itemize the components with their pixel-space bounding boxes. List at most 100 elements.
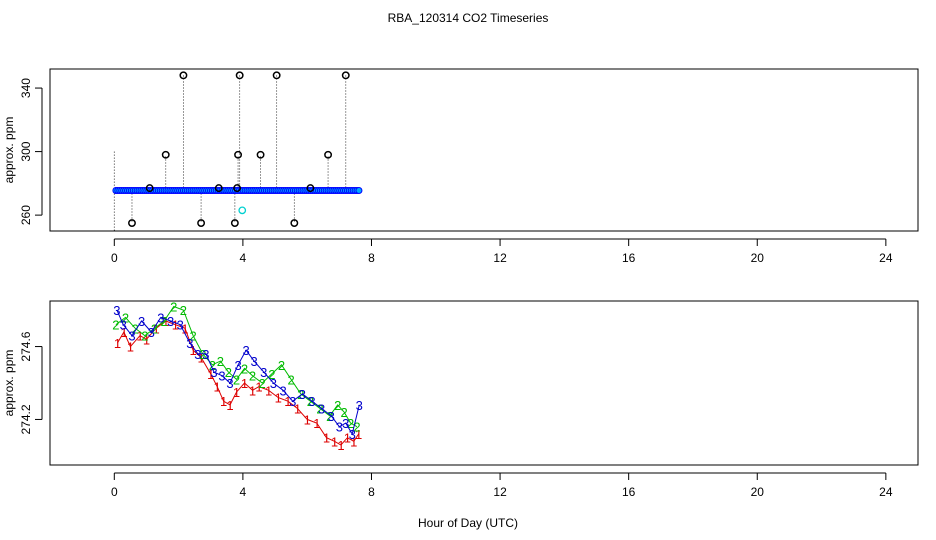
- x-tick-label: 4: [240, 485, 247, 499]
- series-marker: 3: [234, 358, 241, 373]
- series-line: [116, 309, 360, 436]
- series-marker: 3: [279, 383, 286, 398]
- series-marker: 2: [278, 358, 285, 373]
- series-marker: 3: [349, 427, 356, 442]
- x-axis-label: Hour of Day (UTC): [418, 516, 518, 530]
- series-marker: 3: [318, 402, 325, 417]
- series-marker: 3: [202, 347, 209, 362]
- series-marker: 2: [241, 361, 248, 376]
- series-marker: 2: [122, 310, 129, 325]
- series-marker: 1: [313, 416, 320, 431]
- series-marker: 1: [189, 343, 196, 358]
- series-marker: 1: [265, 383, 272, 398]
- x-axis: 0 4 8 12 16 20 24: [111, 472, 893, 499]
- series-marker: 3: [260, 365, 267, 380]
- top-panel: 0 4 8 12 16 20 24 260 300 340 approx. ppm: [2, 68, 919, 265]
- series-marker: 3: [342, 416, 349, 431]
- series-marker: 1: [323, 431, 330, 446]
- y-tick-label: 260: [19, 205, 33, 225]
- x-tick-label: 16: [622, 485, 636, 499]
- outlier-spikes: [113, 75, 347, 231]
- series-marker: 3: [289, 394, 296, 409]
- series-marker: 3: [194, 347, 201, 362]
- y-axis-label: approx. ppm: [2, 117, 16, 184]
- series-marker: 2: [217, 354, 224, 369]
- series-marker: 2: [151, 321, 158, 336]
- y-tick-label: 300: [19, 141, 33, 161]
- series-marker: 1: [127, 340, 134, 355]
- series-marker: 2: [287, 372, 294, 387]
- x-tick-label: 0: [111, 485, 118, 499]
- x-tick-label: 20: [751, 251, 765, 265]
- outlier-point: [233, 184, 242, 193]
- series-marker: 2: [233, 372, 240, 387]
- series-marker: 1: [172, 318, 179, 333]
- y-tick-label: 340: [19, 78, 33, 98]
- series-marker: 3: [299, 387, 306, 402]
- outlier-point: [306, 184, 315, 193]
- series-marker: 3: [336, 420, 343, 435]
- series-marker: 2: [307, 394, 314, 409]
- series-marker: 2: [141, 329, 148, 344]
- series-line: [115, 305, 358, 428]
- series-marker: 3: [226, 376, 233, 391]
- series-line: [117, 320, 360, 446]
- plot-frame: [49, 68, 919, 232]
- x-tick-label: 8: [368, 251, 375, 265]
- series-marker: 1: [350, 434, 357, 449]
- series-marker: 2: [225, 365, 232, 380]
- series-marker: 1: [143, 332, 150, 347]
- series-marker: 3: [113, 303, 120, 318]
- series-marker: 1: [275, 391, 282, 406]
- outlier-point: [197, 219, 206, 228]
- series-marker: 1: [233, 385, 240, 400]
- series-marker: 1: [241, 376, 248, 391]
- outlier-point: [230, 219, 239, 228]
- series-marker: 3: [218, 369, 225, 384]
- series-marker: 2: [209, 358, 216, 373]
- x-tick-label: 4: [240, 251, 247, 265]
- series-marker: 1: [197, 350, 204, 365]
- series-marker: 3: [242, 343, 249, 358]
- series-marker: 2: [112, 318, 119, 333]
- series-marker: 2: [199, 347, 206, 362]
- series-marker: 1: [304, 412, 311, 427]
- x-tick-label: 24: [879, 251, 893, 265]
- minor-point: [238, 206, 247, 215]
- outlier-point: [161, 150, 170, 159]
- series-marker: 3: [148, 325, 155, 340]
- series-marker: 2: [132, 321, 139, 336]
- series-marker: 1: [337, 438, 344, 453]
- outlier-point: [341, 71, 350, 80]
- outlier-point: [145, 184, 154, 193]
- series-marker: 3: [251, 354, 258, 369]
- y-tick-label: 274.6: [19, 331, 33, 361]
- outlier-point: [179, 71, 188, 80]
- series-marker: 1: [214, 380, 221, 395]
- series-marker: 3: [128, 329, 135, 344]
- baseline-point: [355, 187, 363, 194]
- x-tick-label: 12: [493, 485, 507, 499]
- series-marker: 2: [161, 314, 168, 329]
- series-marker: 2: [353, 420, 360, 435]
- series-marker: 2: [341, 405, 348, 420]
- minor-series: [238, 206, 247, 215]
- series-marker: 3: [308, 394, 315, 409]
- series-marker: 3: [157, 310, 164, 325]
- series-marker: 2: [189, 329, 196, 344]
- y-tick-label: 274.2: [19, 404, 33, 434]
- series-marker: 1: [294, 402, 301, 417]
- series-marker: 3: [186, 336, 193, 351]
- outlier-point: [214, 184, 223, 193]
- series-marker: 2: [170, 299, 177, 314]
- series-marker: 2: [297, 387, 304, 402]
- series-marker: 3: [120, 318, 127, 333]
- series-marker: 2: [268, 367, 275, 382]
- series-marker: 3: [270, 376, 277, 391]
- series-marker: 2: [316, 402, 323, 417]
- x-tick-label: 20: [751, 485, 765, 499]
